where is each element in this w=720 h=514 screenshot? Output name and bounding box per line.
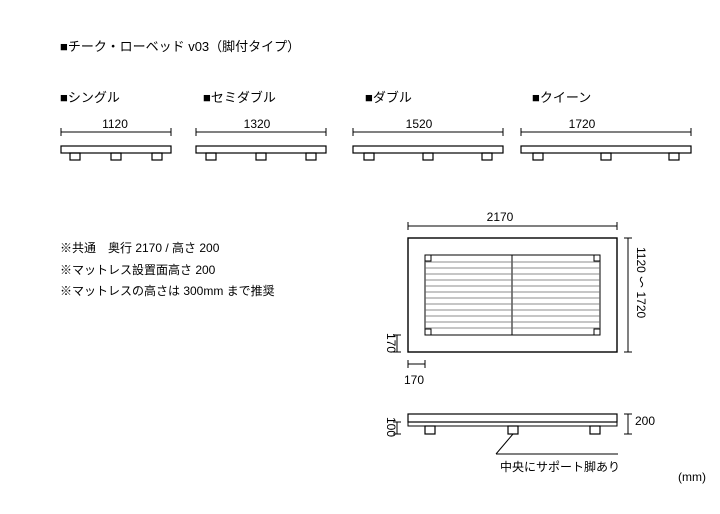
plan-inset-x-label: 170	[404, 373, 424, 387]
sideview-single	[60, 128, 172, 164]
section-height-label: 200	[635, 414, 655, 428]
size-label-single: ■シングル	[60, 87, 120, 106]
size-label-double: ■ダブル	[365, 87, 412, 106]
size-label-semidouble: ■セミダブル	[203, 87, 276, 106]
note-line2: ※マットレス設置面高さ 200	[60, 260, 275, 282]
sideview-double	[352, 128, 504, 164]
size-label-queen: ■クイーン	[532, 87, 591, 106]
note-line1: ※共通 奥行 2170 / 高さ 200	[60, 238, 275, 260]
plan-depth-label: 1120 ～ 1720	[633, 247, 650, 318]
unit-label: (mm)	[678, 470, 706, 484]
sideview-semidouble	[195, 128, 327, 164]
plan-view	[388, 222, 658, 392]
section-note: 中央にサポート脚あり	[500, 458, 620, 475]
note-line3: ※マットレスの高さは 300mm まで推奨	[60, 281, 275, 303]
section-leg-h-label: 100	[384, 417, 398, 437]
sideview-queen	[520, 128, 692, 164]
notes: ※共通 奥行 2170 / 高さ 200 ※マットレス設置面高さ 200 ※マッ…	[60, 238, 275, 303]
plan-inset-y-label: 170	[384, 333, 398, 353]
diagram-title: ■チーク・ローベッド v03（脚付タイプ）	[60, 36, 300, 55]
